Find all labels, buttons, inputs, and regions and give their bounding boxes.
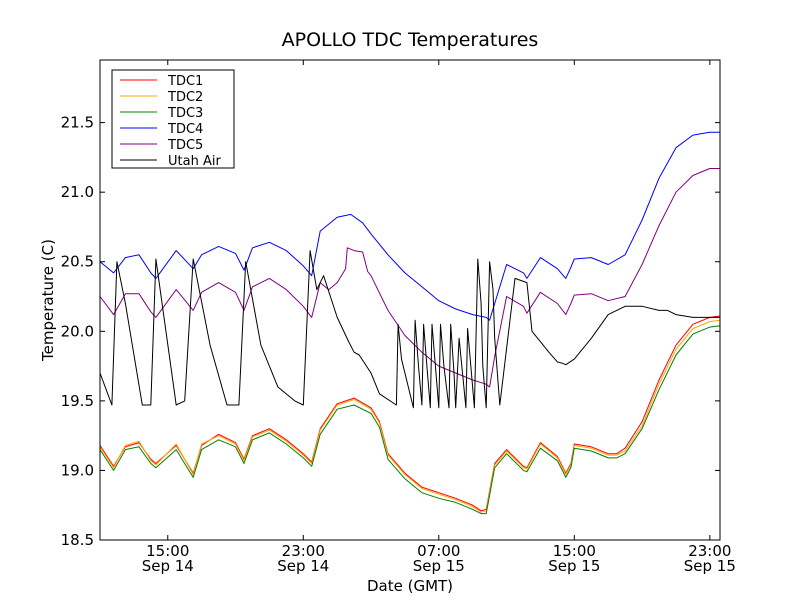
x-tick-label-date: Sep 14 [277,557,329,575]
legend-label: TDC5 [167,138,203,153]
series-line-utah-air [99,250,720,409]
legend-label: Utah Air [168,154,221,169]
series-line-tdc4 [99,131,720,321]
y-tick-label: 21.5 [61,114,94,132]
y-tick-label: 20.5 [61,253,94,271]
legend-box [111,69,235,169]
legend-label: TDC4 [167,122,203,137]
x-tick-label-time: 23:00 [688,542,731,560]
y-tick-label: 20.0 [61,322,94,340]
y-tick-label: 19.5 [61,392,94,410]
x-tick-label-date: Sep 15 [548,557,600,575]
x-tick-label-date: Sep 14 [142,557,194,575]
legend-label: TDC3 [167,106,203,121]
x-tick-label-time: 15:00 [146,542,189,560]
x-tick-label-date: Sep 15 [684,557,736,575]
legend-label: TDC2 [167,90,203,105]
x-tick-label-time: 15:00 [553,542,596,560]
series-line-tdc5 [99,168,720,388]
series-layer [99,131,721,515]
y-tick-label: 18.5 [61,531,94,549]
legend-label: TDC1 [167,74,203,89]
y-tick-label: 19.0 [61,461,94,479]
y-axis-label: Temperature (C) [39,239,57,362]
series-line-tdc1 [99,315,721,512]
y-tick-label: 21.0 [61,183,94,201]
plot-frame [99,59,721,541]
x-tick-label-time: 23:00 [282,542,325,560]
chart-title: APOLLO TDC Temperatures [282,29,539,51]
series-line-tdc3 [99,325,721,515]
x-tick-label-time: 07:00 [417,542,460,560]
series-line-tdc2 [99,319,721,513]
x-tick-label-date: Sep 15 [413,557,465,575]
x-axis-label: Date (GMT) [367,577,453,595]
